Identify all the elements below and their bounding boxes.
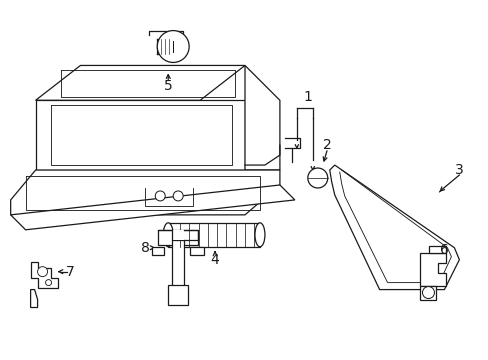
Circle shape <box>173 191 183 201</box>
Polygon shape <box>31 262 58 288</box>
Ellipse shape <box>163 223 173 247</box>
Polygon shape <box>329 165 458 289</box>
Polygon shape <box>168 285 188 305</box>
Text: 5: 5 <box>163 79 172 93</box>
Text: 6: 6 <box>439 243 448 257</box>
Circle shape <box>307 168 327 188</box>
Polygon shape <box>172 240 184 294</box>
Circle shape <box>157 31 189 62</box>
Polygon shape <box>31 289 38 307</box>
Polygon shape <box>168 223 260 247</box>
Text: 2: 2 <box>323 138 331 152</box>
Polygon shape <box>152 247 164 255</box>
Text: 3: 3 <box>454 163 463 177</box>
Polygon shape <box>158 230 198 245</box>
Polygon shape <box>11 185 294 230</box>
Polygon shape <box>190 247 203 255</box>
Polygon shape <box>11 170 279 215</box>
Text: 4: 4 <box>210 253 219 267</box>
Circle shape <box>45 280 51 285</box>
Polygon shape <box>428 246 446 253</box>
Circle shape <box>422 287 433 298</box>
Text: 8: 8 <box>141 241 149 255</box>
Text: 1: 1 <box>303 90 312 104</box>
Ellipse shape <box>254 223 264 247</box>
Polygon shape <box>244 66 279 170</box>
Polygon shape <box>36 66 244 100</box>
Polygon shape <box>36 100 244 170</box>
Polygon shape <box>419 253 446 285</box>
Text: 7: 7 <box>66 265 75 279</box>
Circle shape <box>155 191 165 201</box>
Polygon shape <box>419 285 436 300</box>
Polygon shape <box>172 230 184 240</box>
Circle shape <box>38 267 47 276</box>
